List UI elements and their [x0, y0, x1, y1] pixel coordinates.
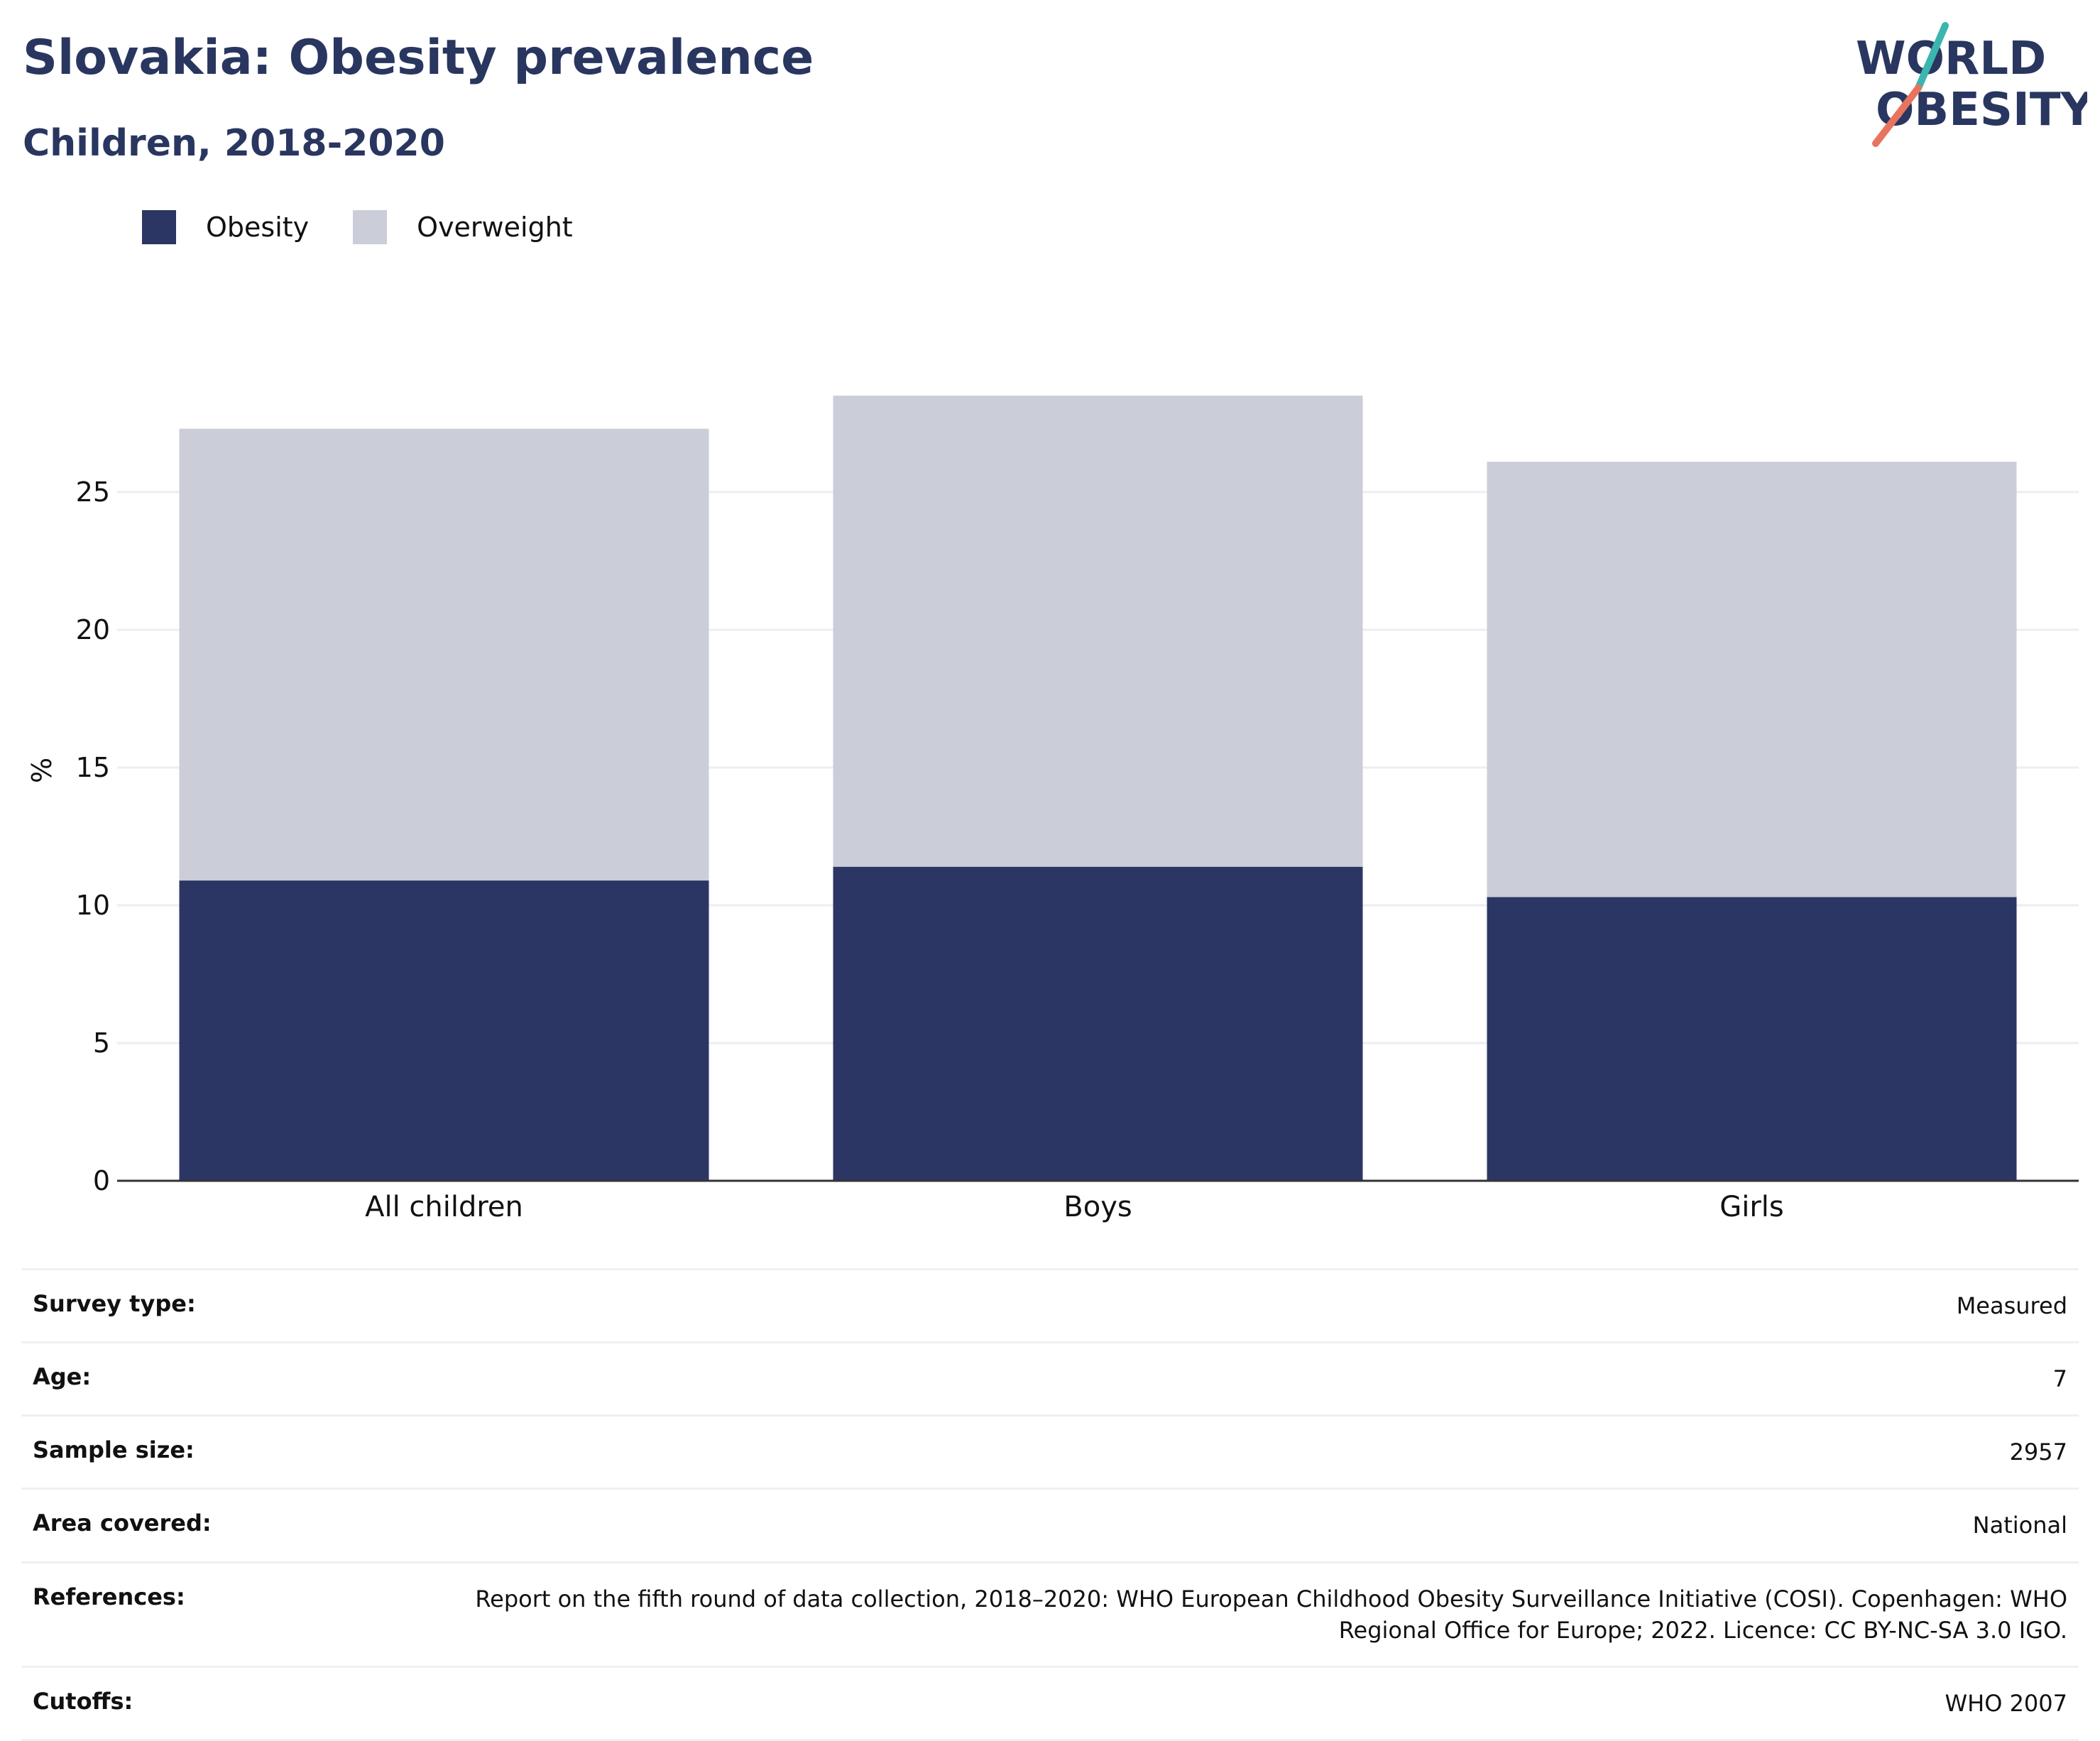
- info-row: Area covered: National: [21, 1490, 2079, 1563]
- survey-info-table: Survey type: Measured Age: 7 Sample size: 295…: [21, 1268, 2079, 1741]
- page-title: Slovakia: Obesity prevalence: [23, 30, 814, 86]
- bar-obesity-all-children: [179, 880, 709, 1181]
- bar-overweight-all-children: [179, 428, 709, 881]
- bar-obesity-girls: [1487, 897, 2017, 1181]
- page-subtitle: Children, 2018-2020: [23, 122, 445, 165]
- info-label: References:: [33, 1583, 185, 1610]
- info-row: Cutoffs: WHO 2007: [21, 1668, 2079, 1741]
- info-value: WHO 2007: [1945, 1689, 2068, 1717]
- logo-slash-teal: [1915, 22, 1949, 92]
- info-row: Sample size: 2957: [21, 1417, 2079, 1490]
- bar-obesity-boys: [833, 866, 1363, 1181]
- bar-overweight-boys: [833, 395, 1363, 867]
- y-axis-label: %: [26, 758, 58, 783]
- info-row: Age: 7: [21, 1343, 2079, 1417]
- x-tick-label: Girls: [1719, 1191, 1784, 1223]
- info-label: Sample size:: [33, 1436, 195, 1464]
- info-value: 7: [2052, 1365, 2067, 1393]
- world-obesity-logo: WORLD OBESITY: [1856, 22, 2087, 147]
- logo-word-obesity: OBESITY: [1876, 84, 2087, 136]
- x-tick-label: All children: [365, 1191, 523, 1223]
- legend-label-overweight: Overweight: [417, 212, 573, 243]
- legend-swatch-obesity: [142, 210, 176, 244]
- y-tick-label: 20: [76, 614, 110, 645]
- stacked-bar-chart: % 0 5 10 15 20 25 All children Boys Girls: [26, 395, 2079, 1223]
- info-label: Area covered:: [33, 1510, 212, 1537]
- y-tick-label: 5: [93, 1027, 110, 1059]
- legend-swatch-overweight: [353, 210, 388, 244]
- legend-item-obesity[interactable]: Obesity: [142, 210, 309, 244]
- y-tick-label: 15: [76, 752, 110, 783]
- info-label: Age:: [33, 1363, 92, 1391]
- info-row: References: Report on the fifth round of …: [21, 1563, 2079, 1668]
- info-value: Measured: [1956, 1292, 2067, 1319]
- info-row: Survey type: Measured: [21, 1270, 2079, 1344]
- x-tick-label: Boys: [1063, 1191, 1132, 1223]
- bar-overweight-girls: [1487, 462, 2017, 897]
- info-value: Report on the fifth round of data collec…: [475, 1585, 2067, 1644]
- info-value: National: [1972, 1512, 2067, 1539]
- legend-label-obesity: Obesity: [206, 212, 310, 243]
- y-tick-label: 10: [76, 890, 110, 921]
- info-value: 2957: [2009, 1439, 2067, 1466]
- y-tick-label: 0: [93, 1165, 110, 1196]
- logo-slash-coral: [1872, 84, 1922, 147]
- y-tick-label: 25: [76, 476, 110, 508]
- legend-item-overweight[interactable]: Overweight: [353, 210, 573, 244]
- logo-word-world: WORLD: [1856, 33, 2046, 85]
- chart-legend: Obesity Overweight: [142, 210, 617, 244]
- info-label: Cutoffs:: [33, 1687, 133, 1715]
- info-label: Survey type:: [33, 1290, 196, 1317]
